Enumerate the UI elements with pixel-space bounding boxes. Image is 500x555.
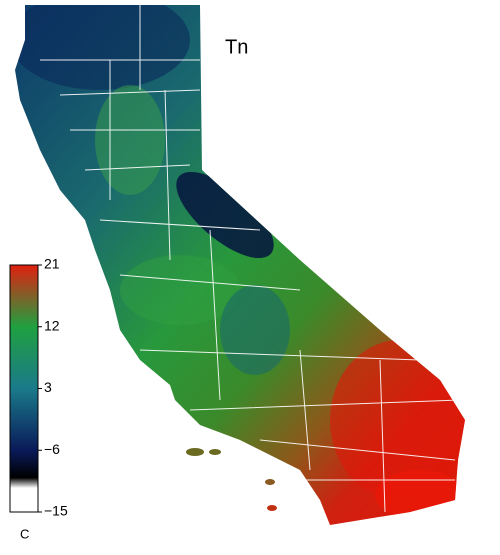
colorbar: 21 12 3 −6 −15 C <box>9 256 68 541</box>
colorbar-tick-label: −15 <box>44 503 68 519</box>
island <box>267 505 277 511</box>
island <box>265 479 275 485</box>
colorbar-tick-label: 3 <box>44 379 52 395</box>
map-title: Tn <box>225 36 248 58</box>
colorbar-tick-label: 21 <box>44 256 60 272</box>
colorbar-tick-label: −6 <box>44 441 60 457</box>
island <box>186 448 204 456</box>
colorbar-unit: C <box>20 526 29 541</box>
island <box>209 449 221 455</box>
colorbar-tick-label: 12 <box>44 317 60 333</box>
colorbar-fill <box>9 264 39 513</box>
california-map <box>15 5 465 525</box>
